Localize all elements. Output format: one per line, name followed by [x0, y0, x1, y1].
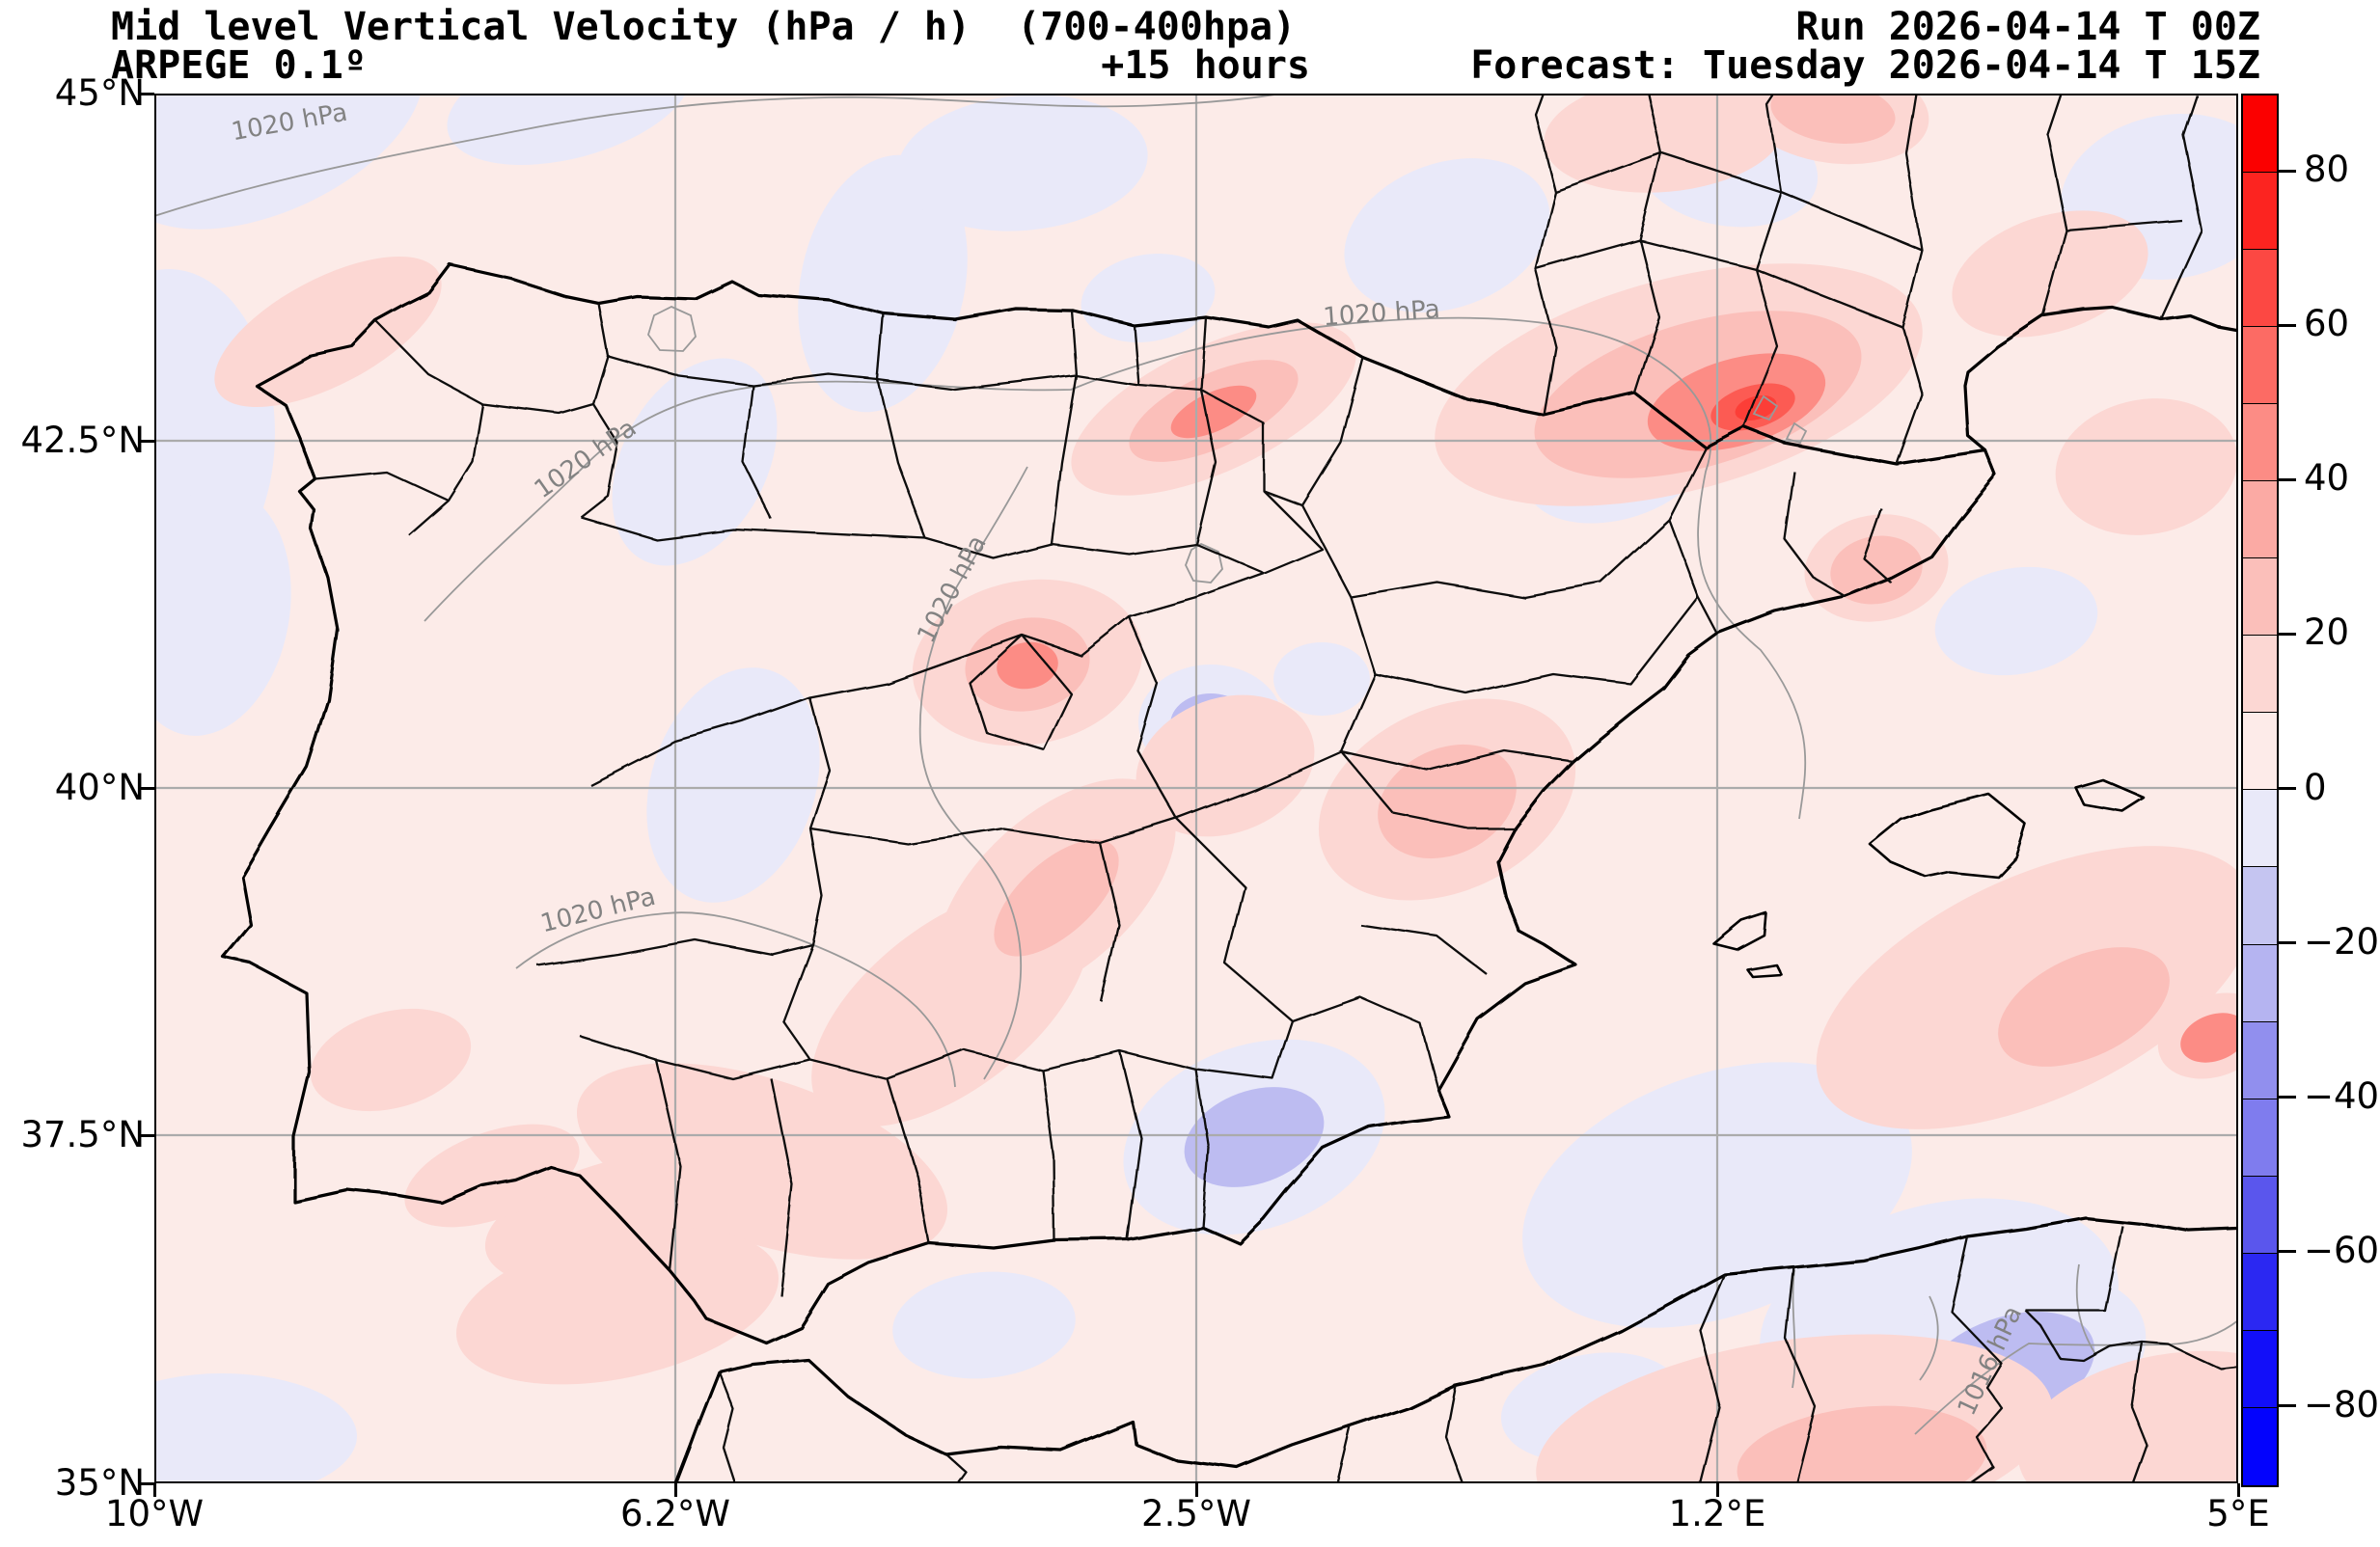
- y-tick-label: 35°N: [54, 1462, 145, 1504]
- colorbar-segment: [2243, 1021, 2277, 1099]
- y-tick-mark: [141, 439, 154, 443]
- iberia-map: [154, 94, 2238, 1483]
- colorbar-tick-mark: [2277, 787, 2296, 790]
- formentera: [1744, 962, 1782, 977]
- colorbar-tick-label: −20: [2304, 920, 2380, 963]
- colorbar-tick-label: 0: [2304, 766, 2327, 808]
- colorbar-segment: [2243, 713, 2277, 791]
- colorbar-segment: [2243, 1176, 2277, 1254]
- model-label: ARPEGE 0.1º: [111, 43, 367, 88]
- x-tick-mark: [673, 1483, 677, 1497]
- colorbar-tick-label: 60: [2304, 303, 2350, 345]
- colorbar-segment: [2243, 404, 2277, 482]
- graticule: [154, 94, 2238, 1483]
- y-tick-label: 40°N: [54, 767, 145, 808]
- islands: [1711, 778, 2146, 977]
- colorbar-segment: [2243, 481, 2277, 559]
- colorbar-segment: [2243, 1407, 2277, 1485]
- run-label: Run 2026-04-14 T 00Z: [1795, 5, 2260, 49]
- colorbar-tick-label: −60: [2304, 1229, 2380, 1271]
- colorbar-segment: [2243, 173, 2277, 251]
- y-tick-mark: [141, 1133, 154, 1137]
- admin-boundaries: [314, 94, 2238, 1483]
- y-tick-label: 45°N: [54, 72, 145, 114]
- x-tick-label: 10°W: [104, 1493, 205, 1534]
- colorbar-tick-label: 80: [2304, 149, 2350, 191]
- colorbar-segment: [2243, 558, 2277, 637]
- colorbar: [2241, 94, 2279, 1487]
- x-tick-mark: [1194, 1483, 1198, 1497]
- mallorca: [1868, 792, 2028, 879]
- colorbar-tick-mark: [2277, 1096, 2296, 1099]
- france-coast: [1962, 306, 2238, 452]
- colorbar-tick-mark: [2277, 941, 2296, 945]
- colorbar-tick-label: 20: [2304, 611, 2350, 654]
- colorbar-segment: [2243, 1099, 2277, 1177]
- colorbar-tick-mark: [2277, 477, 2296, 481]
- colorbar-tick-mark: [2277, 1404, 2296, 1408]
- colorbar-segment: [2243, 327, 2277, 405]
- colorbar-tick-mark: [2277, 169, 2296, 173]
- pressure-contours: [154, 94, 2238, 1435]
- x-tick-mark: [152, 1483, 156, 1497]
- x-tick-label: 6.2°W: [620, 1493, 730, 1534]
- colorbar-tick-label: −40: [2304, 1074, 2380, 1117]
- velocity-blob-red-max: [1735, 394, 1777, 421]
- y-tick-mark: [141, 786, 154, 790]
- colorbar-tick-label: −80: [2304, 1383, 2380, 1425]
- colorbar-tick-mark: [2277, 632, 2296, 636]
- x-tick-label: 2.5°W: [1141, 1493, 1251, 1534]
- colorbar-segment: [2243, 95, 2277, 174]
- colorbar-segment: [2243, 790, 2277, 868]
- colorbar-segment: [2243, 250, 2277, 328]
- lead-time-label: +15 hours: [1101, 43, 1310, 88]
- colorbar-segment: [2243, 1330, 2277, 1408]
- colorbar-segment: [2243, 867, 2277, 945]
- colorbar-tick-label: 40: [2304, 457, 2350, 500]
- x-tick-label: 5°E: [2206, 1493, 2270, 1534]
- x-tick-mark: [2236, 1483, 2240, 1497]
- y-tick-label: 37.5°N: [20, 1114, 145, 1155]
- forecast-label: Forecast: Tuesday 2026-04-14 T 15Z: [1470, 43, 2260, 88]
- y-tick-mark: [141, 1481, 154, 1485]
- colorbar-segment: [2243, 944, 2277, 1022]
- colorbar-tick-mark: [2277, 323, 2296, 327]
- x-tick-mark: [1715, 1483, 1719, 1497]
- y-tick-label: 42.5°N: [20, 420, 145, 461]
- colorbar-tick-mark: [2277, 1250, 2296, 1254]
- x-tick-label: 1.2°E: [1668, 1493, 1766, 1534]
- y-tick-mark: [141, 92, 154, 95]
- colorbar-segment: [2243, 636, 2277, 714]
- colorbar-segment: [2243, 1253, 2277, 1331]
- ibiza: [1711, 910, 1767, 951]
- chart-title: Mid level Vertical Velocity (hPa / h) (7…: [111, 5, 1297, 49]
- menorca: [2074, 778, 2146, 813]
